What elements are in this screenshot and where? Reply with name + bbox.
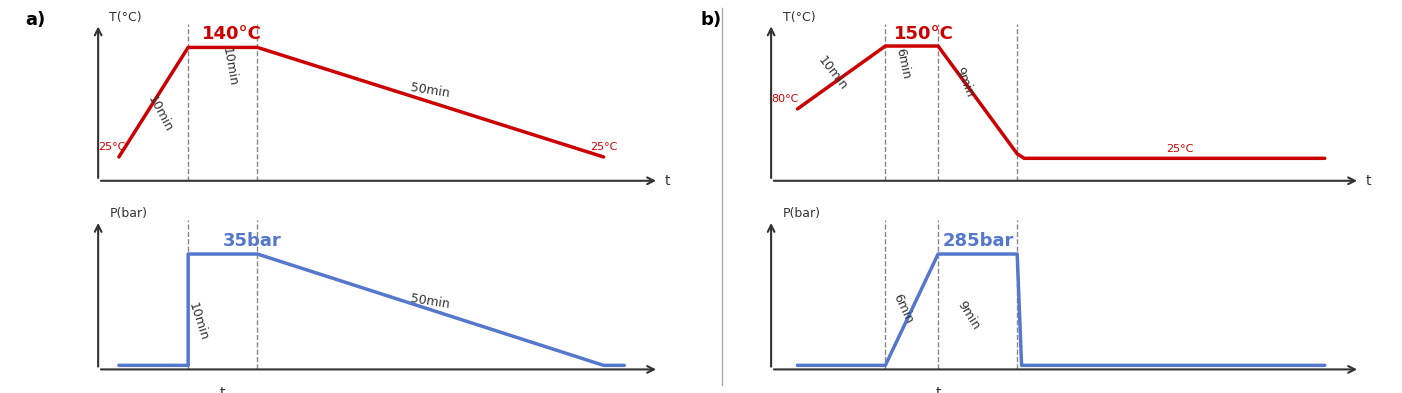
Text: t: t bbox=[1366, 174, 1371, 188]
Text: t: t bbox=[935, 386, 941, 393]
Text: 140°C: 140°C bbox=[202, 25, 262, 42]
Text: 10min: 10min bbox=[146, 94, 175, 134]
Text: P(bar): P(bar) bbox=[782, 207, 822, 220]
Text: 50min: 50min bbox=[409, 292, 451, 311]
Text: T(°C): T(°C) bbox=[782, 11, 816, 24]
Text: 9min: 9min bbox=[952, 65, 976, 99]
Text: P(bar): P(bar) bbox=[109, 207, 147, 220]
Text: 10min: 10min bbox=[816, 53, 850, 92]
Text: 10min: 10min bbox=[186, 301, 210, 343]
Text: 6min: 6min bbox=[893, 47, 913, 81]
Text: 25°C: 25°C bbox=[1166, 144, 1195, 154]
Text: 25°C: 25°C bbox=[590, 142, 617, 152]
Text: 9min: 9min bbox=[955, 298, 983, 332]
Text: 50min: 50min bbox=[409, 81, 451, 100]
Text: 10min: 10min bbox=[220, 46, 240, 87]
Text: b): b) bbox=[701, 11, 722, 29]
Text: 25°C: 25°C bbox=[98, 142, 126, 152]
Text: 35bar: 35bar bbox=[223, 232, 282, 250]
Text: t: t bbox=[220, 386, 226, 393]
Text: T(°C): T(°C) bbox=[109, 11, 142, 24]
Text: 80°C: 80°C bbox=[771, 94, 799, 105]
Text: 150°C: 150°C bbox=[894, 25, 953, 43]
Text: a): a) bbox=[25, 11, 45, 29]
Text: t: t bbox=[665, 174, 670, 188]
Text: 6min: 6min bbox=[890, 291, 916, 325]
Text: 285bar: 285bar bbox=[942, 232, 1014, 250]
